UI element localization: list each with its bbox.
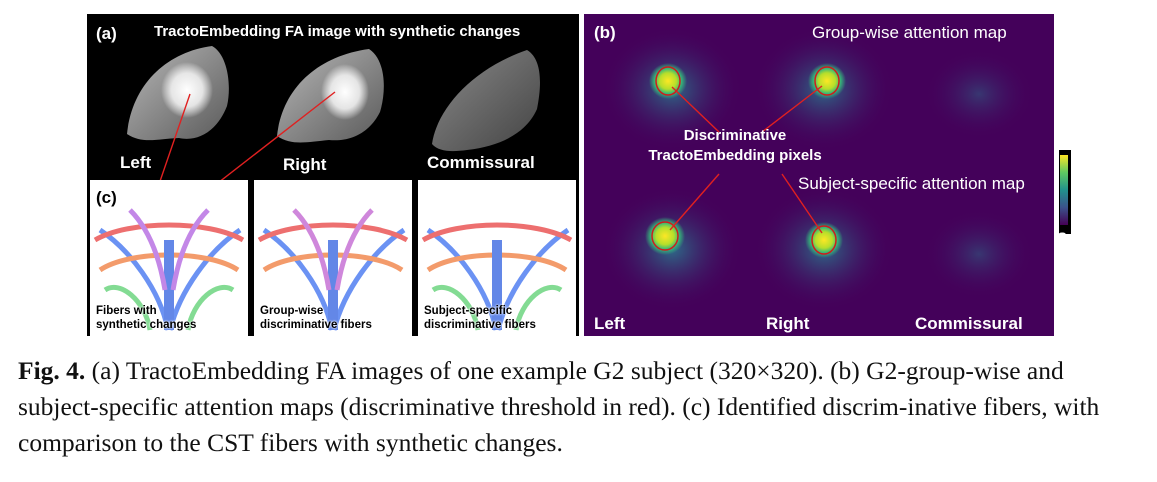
fiber-render-synthetic: [93, 208, 245, 331]
fiber-tile-synthetic: Fibers with synthetic changes: [90, 180, 248, 336]
figure-caption-prefix: Fig. 4.: [18, 356, 86, 385]
subject-right-threshold: [811, 225, 837, 255]
fiber-caption-synthetic-line2: synthetic changes: [96, 319, 197, 331]
fa-right-change: [321, 64, 369, 120]
group-right-hot: [808, 63, 846, 99]
subject-commissural-halo: [924, 209, 1034, 299]
fa-left-change: [161, 62, 213, 118]
panel-c: Fibers with synthetic changes Group-wise…: [87, 180, 579, 336]
panel-a-region-left: Left: [120, 153, 152, 172]
fiber-caption-subject: Subject-specific discriminative fibers: [424, 304, 536, 332]
fiber-tile-group: Group-wise discriminative fibers: [254, 180, 412, 336]
fa-images: [127, 46, 540, 182]
group-left-hot: [649, 63, 687, 99]
fiber-caption-subject-line1: Subject-specific: [424, 305, 513, 317]
arrow-subject-right: [781, 173, 823, 234]
colorbar-max-label: 1: [1057, 138, 1070, 146]
discriminative-annotation: Discriminative TractoEmbedding pixels: [640, 126, 830, 166]
panel-b-label: (b): [594, 23, 616, 42]
subject-specific-title: Subject-specific attention map: [798, 174, 1025, 193]
panel-a-label: (a): [96, 24, 117, 43]
figure-caption-text: (a) TractoEmbedding FA images of one exa…: [18, 356, 1100, 457]
panel-a-region-commissural: Commissural: [427, 153, 535, 172]
panel-a-region-right: Right: [283, 155, 327, 174]
group-left-threshold: [655, 66, 681, 96]
fiber-caption-subject-line2: discriminative fibers: [424, 319, 536, 331]
attention-maps: [602, 27, 1034, 311]
figure-caption: Fig. 4. (a) TractoEmbedding FA images of…: [18, 353, 1143, 461]
arrow-to-right: [218, 91, 336, 182]
arrow-to-left: [159, 93, 191, 182]
fa-commissural-shape: [432, 50, 540, 152]
panel-b-region-right: Right: [766, 314, 810, 333]
fiber-caption-group: Group-wise discriminative fibers: [260, 304, 372, 332]
panel-c-label: (c): [96, 188, 117, 207]
panel-b: (b) Group-wise attention map Subject-spe…: [584, 14, 1054, 336]
panel-b-region-left: Left: [594, 314, 626, 333]
panel-a-title: TractoEmbedding FA image with synthetic …: [154, 23, 521, 40]
arrow-group-left: [671, 86, 720, 133]
colorbar: [1060, 155, 1068, 225]
colorbar-min-label: 0: [1057, 231, 1070, 239]
subject-right-hot: [805, 222, 843, 258]
figure: (a) TractoEmbedding FA image with synthe…: [87, 14, 1074, 336]
fiber-caption-group-line1: Group-wise: [260, 305, 324, 317]
fiber-caption-synthetic-line1: Fibers with: [96, 305, 157, 317]
panel-b-region-commissural: Commissural: [915, 314, 1023, 333]
fiber-tile-subject: Subject-specific discriminative fibers: [418, 180, 576, 336]
group-commissural-halo: [924, 49, 1034, 139]
discriminative-annotation-line2: TractoEmbedding pixels: [648, 147, 822, 164]
group-right-threshold: [814, 66, 840, 96]
arrow-group-right: [761, 85, 823, 133]
fiber-render-group: [257, 208, 409, 331]
fiber-caption-group-line2: discriminative fibers: [260, 319, 372, 331]
fiber-render-subject: [421, 222, 573, 331]
group-wise-title: Group-wise attention map: [812, 23, 1007, 42]
panel-a: (a) TractoEmbedding FA image with synthe…: [87, 14, 579, 182]
subject-left-threshold: [651, 221, 679, 251]
fiber-caption-synthetic: Fibers with synthetic changes: [96, 304, 196, 332]
discriminative-annotation-line1: Discriminative: [683, 127, 787, 144]
arrow-subject-left: [669, 173, 720, 231]
